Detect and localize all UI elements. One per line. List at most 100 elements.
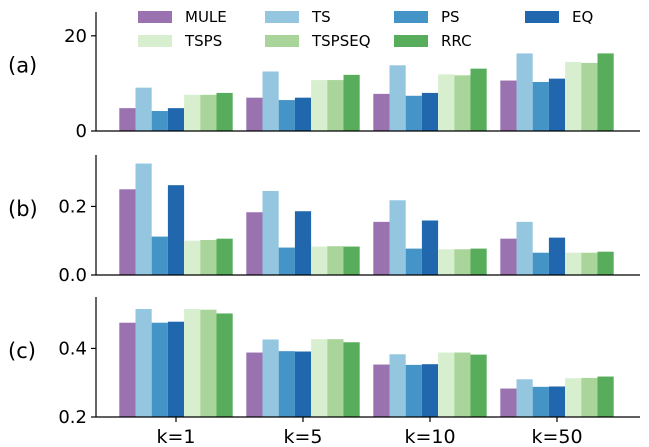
legend-label-tspseq: TSPSEQ: [311, 32, 371, 50]
bar-c-tsps-k-50: [565, 378, 582, 417]
bar-a-rrc-k-50: [597, 53, 614, 131]
y-tick-label: 0.0: [58, 265, 87, 286]
bar-c-ps-k-50: [532, 386, 549, 417]
bar-c-tsps-k-10: [438, 352, 455, 417]
bar-a-tspseq-k-1: [200, 94, 217, 131]
legend-swatch-tspseq: [265, 35, 299, 47]
bar-b-eq-k-5: [294, 211, 312, 275]
legend-swatch-ts: [265, 11, 299, 23]
bar-a-eq-k-50: [548, 78, 566, 131]
bar-b-ps-k-50: [532, 252, 549, 275]
legend-swatch-rrc: [394, 35, 428, 47]
bar-c-rrc-k-5: [343, 342, 360, 417]
chart-panels: 0 20 (a) 0.0 0.2 (b) 0.2 0.4 (c): [8, 12, 640, 428]
bar-a-ts-k-1: [135, 87, 152, 131]
bar-c-mule-k-1: [119, 322, 136, 417]
bar-b-tspseq-k-1: [200, 240, 217, 275]
bar-c-eq-k-10: [421, 364, 439, 417]
bar-b-rrc-k-5: [343, 246, 360, 275]
bar-a-tspseq-k-10: [454, 75, 471, 131]
bar-a-tspseq-k-50: [581, 62, 598, 131]
bar-b-mule-k-50: [500, 238, 517, 275]
legend-label-rrc: RRC: [441, 32, 472, 50]
bar-a-ps-k-5: [278, 100, 295, 131]
y-tick-label: 20: [64, 26, 87, 47]
bar-a-tspseq-k-5: [327, 80, 344, 131]
bar-c-rrc-k-10: [470, 354, 487, 417]
bar-b-eq-k-10: [421, 220, 439, 275]
bar-c-ps-k-5: [278, 351, 295, 417]
bar-a-ps-k-10: [405, 95, 422, 131]
bar-b-ts-k-5: [262, 191, 279, 275]
bar-a-eq-k-10: [421, 92, 439, 131]
bar-b-rrc-k-1: [216, 238, 233, 275]
legend-swatch-tsps: [138, 35, 172, 47]
bar-a-eq-k-1: [167, 108, 185, 131]
y-tick-label: 0.2: [58, 407, 87, 428]
bar-b-mule-k-10: [373, 221, 390, 275]
bar-b-rrc-k-10: [470, 248, 487, 275]
x-tick-label-k-5: k=5: [283, 426, 322, 447]
bar-c-rrc-k-1: [216, 313, 233, 417]
bar-c-ps-k-10: [405, 364, 422, 417]
bar-a-rrc-k-5: [343, 74, 360, 131]
legend-label-eq: EQ: [572, 8, 593, 26]
legend-label-ps: PS: [441, 8, 460, 26]
bar-b-ts-k-50: [516, 221, 533, 275]
bar-b-mule-k-1: [119, 189, 136, 275]
legend-swatch-eq: [525, 11, 559, 23]
bar-a-tsps-k-1: [184, 94, 201, 131]
bar-b-eq-k-50: [548, 237, 566, 275]
bar-c-mule-k-50: [500, 388, 517, 417]
y-tick-label: 0: [76, 121, 87, 142]
bar-c-ts-k-5: [262, 339, 279, 417]
bar-a-ps-k-1: [151, 111, 168, 131]
legend-label-ts: TS: [311, 8, 331, 26]
panel-a: 0 20 (a): [8, 12, 640, 142]
bar-b-tspseq-k-50: [581, 252, 598, 275]
bar-c-tsps-k-5: [311, 339, 328, 417]
bar-b-rrc-k-50: [597, 251, 614, 275]
bar-c-mule-k-5: [246, 352, 263, 417]
panel-label: (b): [8, 197, 38, 221]
panel-c: 0.2 0.4 (c): [8, 297, 640, 428]
x-tick-label-k-50: k=50: [531, 426, 582, 447]
panel-label: (c): [8, 339, 36, 363]
bar-a-eq-k-5: [294, 97, 312, 131]
bar-a-mule-k-50: [500, 80, 517, 131]
panel-b: 0.0 0.2 (b): [8, 155, 640, 286]
bar-c-tspseq-k-1: [200, 309, 217, 417]
bar-b-ps-k-5: [278, 247, 295, 275]
bar-c-ts-k-1: [135, 309, 152, 417]
bar-c-ps-k-1: [151, 322, 168, 417]
bar-a-tsps-k-10: [438, 74, 455, 131]
bar-c-eq-k-1: [167, 321, 185, 417]
bar-a-ps-k-50: [532, 81, 549, 131]
bar-a-rrc-k-1: [216, 92, 233, 131]
bar-a-mule-k-5: [246, 97, 263, 131]
bar-a-ts-k-50: [516, 53, 533, 131]
bar-a-tsps-k-50: [565, 61, 582, 132]
bar-a-mule-k-1: [119, 108, 136, 131]
bar-b-mule-k-5: [246, 212, 263, 275]
bar-c-ts-k-50: [516, 379, 533, 417]
bar-b-ps-k-1: [151, 236, 168, 275]
bar-b-ts-k-1: [135, 163, 152, 275]
bar-b-ts-k-10: [389, 200, 406, 275]
bar-c-tsps-k-1: [184, 309, 201, 417]
bar-c-tspseq-k-50: [581, 377, 598, 417]
legend-label-mule: MULE: [185, 8, 227, 26]
bar-b-tsps-k-10: [438, 249, 455, 275]
legend-swatch-ps: [394, 11, 428, 23]
x-tick-label-k-1: k=1: [156, 426, 195, 447]
bar-b-eq-k-1: [167, 185, 185, 275]
legend-swatch-mule: [138, 11, 172, 23]
bar-c-mule-k-10: [373, 364, 390, 417]
bar-b-tsps-k-5: [311, 246, 328, 275]
bar-a-ts-k-5: [262, 71, 279, 131]
bar-b-tspseq-k-5: [327, 246, 344, 275]
bar-a-ts-k-10: [389, 65, 406, 131]
x-tick-label-k-10: k=10: [404, 426, 455, 447]
y-tick-label: 0.2: [58, 196, 87, 217]
panel-label: (a): [8, 54, 37, 78]
